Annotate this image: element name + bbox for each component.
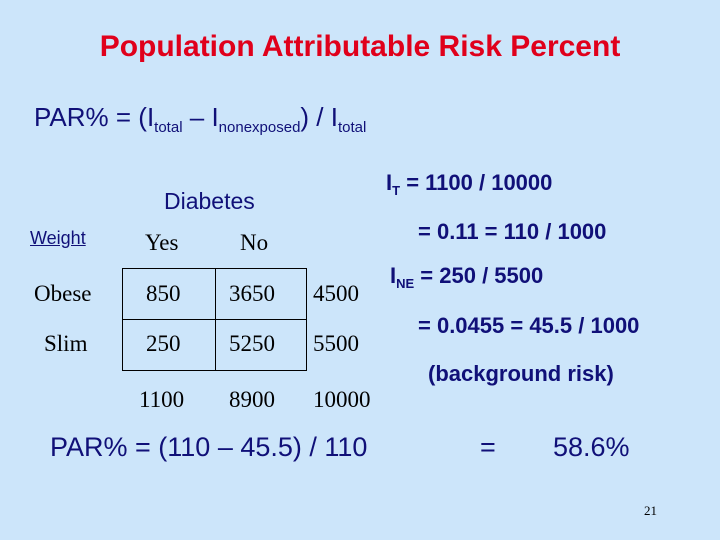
ine-symbol: I bbox=[390, 263, 397, 288]
formula-sub-total-2: total bbox=[337, 119, 367, 136]
par-result-value: 58.6% bbox=[553, 432, 630, 462]
ine-value: = 250 / 5500 bbox=[414, 263, 544, 288]
formula-tail: ) / I bbox=[300, 102, 338, 132]
cell-slim-yes: 250 bbox=[146, 331, 181, 356]
formula-mid: – I bbox=[182, 102, 219, 132]
diabetes-header: Diabetes bbox=[164, 188, 255, 214]
formula-sub-nonexposed: nonexposed bbox=[218, 119, 301, 136]
it-subscript: T bbox=[392, 183, 401, 198]
row-label-obese: Obese bbox=[34, 281, 92, 306]
slide-title: Population Attributable Risk Percent bbox=[99, 30, 621, 63]
table-grid-line bbox=[122, 268, 307, 269]
equals-sign: = bbox=[480, 432, 496, 462]
formula-sub-total: total bbox=[154, 119, 183, 136]
cell-obese-yes: 850 bbox=[146, 281, 181, 306]
cell-slim-no: 5250 bbox=[229, 331, 275, 356]
it-symbol: I bbox=[386, 170, 393, 195]
background-risk-note: (background risk) bbox=[428, 361, 614, 386]
weight-header: Weight bbox=[30, 228, 86, 248]
formula-lead: PAR% = (I bbox=[34, 102, 155, 132]
row-label-slim: Slim bbox=[44, 331, 88, 356]
cell-total-yes: 1100 bbox=[139, 387, 185, 412]
ine-line-1: INE = 250 / 5500 bbox=[390, 263, 543, 291]
cell-total-grand: 10000 bbox=[313, 387, 371, 412]
cell-slim-total: 5500 bbox=[313, 331, 359, 356]
column-header-yes: Yes bbox=[145, 230, 179, 255]
table-grid-line bbox=[122, 319, 307, 320]
cell-obese-total: 4500 bbox=[313, 281, 359, 306]
table-grid-line bbox=[122, 370, 307, 371]
cell-total-no: 8900 bbox=[229, 387, 275, 412]
it-line-1: IT = 1100 / 10000 bbox=[386, 170, 552, 198]
page-number: 21 bbox=[644, 503, 657, 518]
it-line-2: = 0.11 = 110 / 1000 bbox=[418, 219, 607, 244]
cell-obese-no: 3650 bbox=[229, 281, 275, 306]
ine-line-2: = 0.0455 = 45.5 / 1000 bbox=[418, 313, 640, 338]
par-formula: PAR% = (Itotal – Inonexposed) / Itotal bbox=[34, 102, 366, 136]
par-calculation: PAR% = (110 – 45.5) / 110 bbox=[50, 432, 368, 462]
ine-subscript: NE bbox=[396, 276, 415, 291]
column-header-no: No bbox=[240, 230, 269, 255]
it-value: = 1100 / 10000 bbox=[400, 170, 553, 195]
